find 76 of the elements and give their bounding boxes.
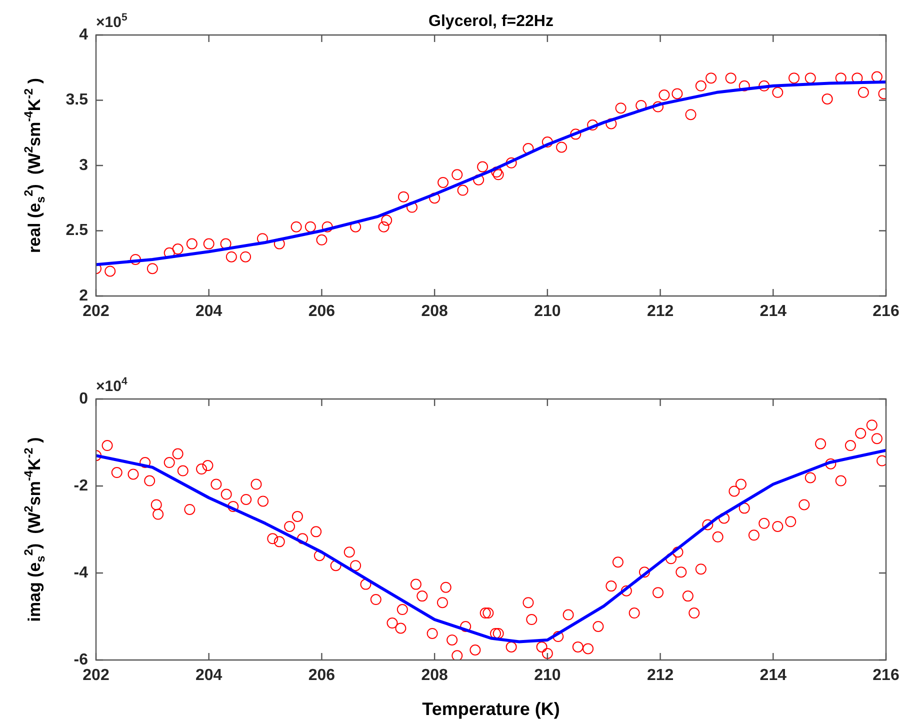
y-tick-label: 4 (79, 26, 88, 44)
x-tick-label: 210 (534, 303, 561, 320)
x-tick-label: 204 (196, 303, 222, 320)
point (406, 202, 418, 213)
point (788, 72, 800, 84)
point (672, 88, 683, 100)
point (290, 221, 302, 232)
point (146, 263, 158, 274)
point (738, 80, 750, 92)
point (570, 128, 582, 140)
y-tick-label: 3 (79, 156, 88, 174)
point (304, 221, 316, 232)
x-tick-label: 208 (421, 303, 448, 320)
y-tick-label: 2 (79, 287, 88, 304)
point (322, 221, 333, 232)
x-tick-label: 204 (196, 667, 222, 684)
point (172, 244, 184, 255)
point (398, 191, 410, 202)
y-tick-label: 0 (79, 390, 88, 408)
point (606, 118, 617, 130)
point (226, 251, 237, 262)
point (477, 161, 488, 172)
point (381, 214, 392, 226)
y-tick-label: -6 (74, 651, 88, 668)
y-tick-label: -2 (74, 477, 88, 494)
y-tick-label: 3.5 (66, 92, 88, 109)
x-tick-label: 212 (646, 303, 674, 320)
point (378, 221, 390, 232)
point (658, 90, 670, 101)
point (706, 72, 717, 84)
x-axis-title: Temperature (K) (422, 699, 560, 719)
point (871, 71, 882, 82)
point (542, 136, 553, 148)
point (429, 192, 440, 204)
point (491, 166, 502, 178)
point (473, 174, 484, 186)
point (203, 238, 214, 250)
y-tick-label: 2.5 (66, 222, 88, 240)
point (316, 234, 328, 246)
y-tick-label: -4 (74, 564, 88, 582)
point (587, 120, 598, 131)
text: real (es2) (W2sm-4K-2 ) (21, 78, 48, 254)
x-tick-label: 214 (760, 667, 787, 684)
point (220, 238, 232, 250)
point (772, 86, 784, 98)
x-tick-label: 216 (872, 667, 900, 684)
point (457, 184, 468, 196)
point (758, 80, 770, 92)
x-tick-label: 208 (421, 667, 448, 684)
point (652, 101, 664, 112)
x-tick-label: 212 (646, 667, 674, 684)
point (804, 72, 816, 84)
point (725, 72, 736, 84)
point (822, 93, 833, 104)
point (506, 157, 517, 168)
point (438, 176, 449, 188)
point (492, 169, 504, 180)
x-tick-label: 216 (872, 303, 900, 320)
point (104, 266, 116, 277)
point (695, 80, 706, 92)
point (685, 109, 696, 120)
text: imag (es2) (W2sm-4K-2 ) (21, 437, 48, 622)
x-tick-label: 202 (82, 303, 110, 320)
point (858, 86, 869, 98)
x-tick-label: 210 (534, 667, 561, 684)
point (186, 238, 198, 250)
point (130, 254, 141, 265)
x-tick-label: 206 (308, 303, 336, 320)
x-tick-label: 206 (308, 667, 336, 684)
x-tick-label: 214 (760, 303, 787, 320)
chart-title: Glycerol, f=22Hz (428, 13, 554, 30)
point (240, 251, 252, 262)
point (615, 102, 626, 114)
point (452, 169, 463, 180)
point (556, 142, 568, 153)
x-tick-label: 202 (82, 667, 110, 684)
